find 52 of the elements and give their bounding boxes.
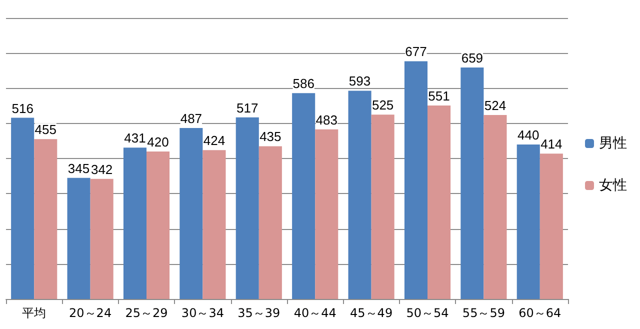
data-label: 677 [405,44,427,60]
data-label: 516 [12,100,34,116]
data-label: 551 [428,88,450,104]
data-label: 414 [540,136,562,152]
bar [258,146,282,299]
bar [371,114,394,299]
data-label: 440 [518,127,540,142]
bar [404,61,428,299]
bar [348,90,372,299]
bar [516,144,540,299]
data-label: 483 [316,112,338,128]
x-tick-label: 45～49 [350,306,393,320]
data-label: 593 [348,74,371,89]
bar [90,178,114,299]
data-label: 342 [90,162,113,177]
data-label: 659 [461,50,484,66]
data-label: 435 [260,129,282,144]
bar [146,151,170,299]
bar [428,105,451,299]
bar [292,93,316,299]
data-label: 586 [292,76,314,92]
bar [315,129,338,299]
bar [34,139,58,299]
x-tick-label: 55～59 [462,306,505,320]
x-tick-label: 50～54 [406,306,449,320]
data-label: 487 [180,110,202,126]
data-label: 517 [236,100,258,116]
data-label: 524 [484,98,506,113]
bar [202,150,226,299]
x-tick-label: 平均 [22,306,46,320]
data-label: 431 [124,130,146,146]
legend-label: 女性 [599,178,627,194]
x-tick-label: 20～24 [69,306,112,320]
x-tick-label: 25～29 [125,306,168,320]
bar [180,128,203,299]
bar [460,68,484,299]
legend-label: 男性 [599,136,627,152]
bar [11,118,34,299]
data-label: 420 [147,134,169,150]
data-label: 525 [372,98,394,113]
bar [67,178,90,299]
bar [236,117,259,299]
bar [123,148,146,299]
x-tick-label: 60～64 [518,306,562,320]
x-tick-label: 35～39 [238,306,280,320]
bar [540,154,563,299]
bar [484,114,507,299]
x-tick-label: 30～34 [181,306,224,320]
data-label: 345 [68,160,90,176]
x-tick-label: 40～44 [294,306,336,320]
data-label: 424 [203,133,226,148]
data-label: 455 [34,122,56,138]
